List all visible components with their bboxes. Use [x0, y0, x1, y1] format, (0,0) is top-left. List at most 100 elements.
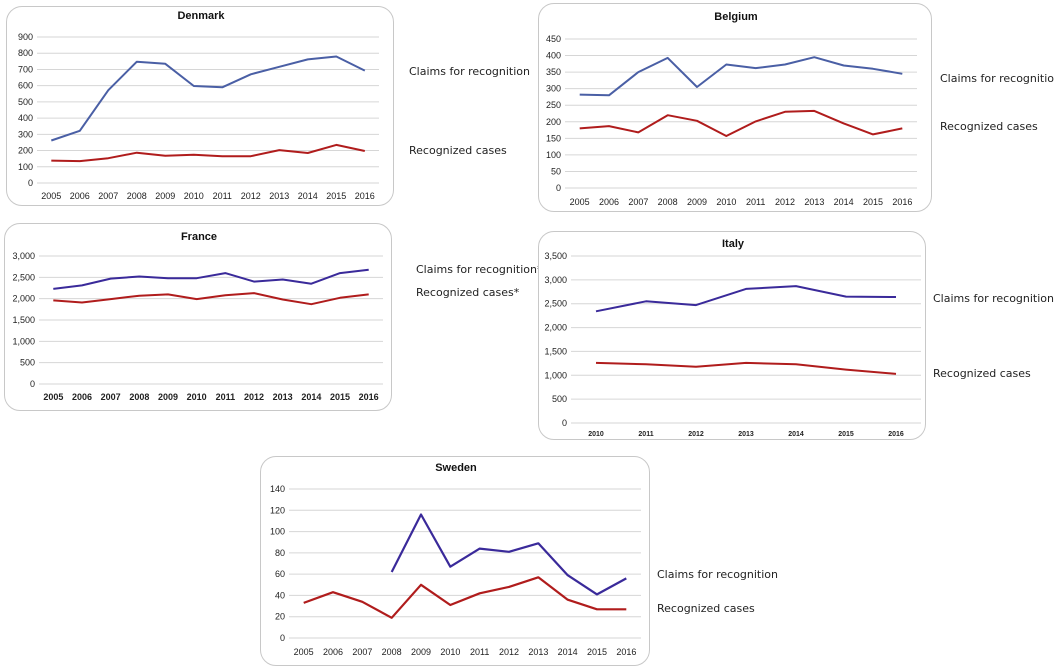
france-y-tick-label: 3,000: [12, 251, 35, 261]
italy-legend-recognized: Recognized cases: [933, 367, 1031, 380]
belgium-y-tick-label: 400: [546, 51, 561, 61]
italy-x-tick-label: 2011: [638, 431, 653, 438]
italy-y-tick-label: 500: [552, 394, 567, 404]
belgium-y-tick-label: 0: [556, 183, 561, 193]
belgium-chart: Belgium 0 50 100 150 200 250 300 350 400 450 2005 20…: [546, 11, 917, 207]
denmark-y-tick-label: 400: [18, 113, 33, 123]
denmark-x-tick-label: 2012: [241, 191, 261, 201]
denmark-y-tick-label: 300: [18, 129, 33, 139]
denmark-y-tick-label: 200: [18, 146, 33, 156]
denmark-chart: Denmark 0 100 200 300 400 500 600 700 800 900 2005 2…: [18, 10, 379, 201]
france-x-tick-label: 2011: [216, 392, 236, 402]
sweden-y-tick-label: 120: [270, 505, 285, 515]
sweden-x-tick-label: 2005: [294, 647, 314, 657]
denmark-x-tick-label: 2007: [98, 191, 118, 201]
belgium-x-tick-label: 2016: [892, 197, 912, 207]
sweden-y-tick-label: 40: [275, 590, 285, 600]
italy-x-tick-label: 2014: [788, 431, 804, 438]
france-x-tick-label: 2008: [129, 392, 149, 402]
belgium-x-tick-label: 2007: [628, 197, 648, 207]
denmark-y-tick-label: 600: [18, 81, 33, 91]
italy-x-tick-label: 2012: [688, 431, 704, 438]
sweden-recognized-series-line: [303, 576, 627, 619]
sweden-x-tick-label: 2013: [528, 647, 548, 657]
belgium-y-tick-label: 450: [546, 34, 561, 44]
denmark-x-tick-label: 2014: [298, 191, 318, 201]
france-x-tick-label: 2012: [244, 392, 264, 402]
france-legend-recognized: Recognized cases*: [416, 286, 520, 299]
denmark-y-tick-label: 100: [18, 162, 33, 172]
sweden-x-tick-label: 2007: [352, 647, 372, 657]
belgium-x-tick-label: 2005: [570, 197, 590, 207]
italy-y-tick-label: 3,500: [544, 251, 567, 261]
sweden-y-tick-label: 0: [280, 633, 285, 643]
sweden-legend-recognized: Recognized cases: [657, 602, 755, 615]
chart-panel-sweden: Sweden 0 20 40 60 80 100 120 140 2005 2006 2007 2008…: [260, 456, 650, 666]
belgium-y-tick-label: 300: [546, 84, 561, 94]
belgium-x-tick-label: 2014: [834, 197, 854, 207]
france-y-tick-label: 2,000: [12, 294, 35, 304]
sweden-x-tick-label: 2016: [616, 647, 636, 657]
italy-y-tick-label: 3,000: [544, 275, 567, 285]
denmark-y-tick-label: 700: [18, 64, 33, 74]
france-y-tick-label: 1,000: [12, 336, 35, 346]
belgium-y-tick-label: 200: [546, 117, 561, 127]
chart-panel-italy: Italy 0 500 1,000 1,500 2,000 2,500 3,000 3,500 2…: [538, 231, 926, 440]
italy-legend-claims: Claims for recognition: [933, 292, 1054, 305]
italy-y-tick-label: 2,500: [544, 299, 567, 309]
chart-panel-denmark: Denmark 0 100 200 300 400 500 600 700 800 900 2005 2…: [6, 6, 394, 206]
sweden-chart: Sweden 0 20 40 60 80 100 120 140 2005 2006 2007 2008…: [270, 462, 641, 657]
sweden-y-tick-label: 80: [275, 548, 285, 558]
france-claims-series-line: [53, 268, 369, 290]
belgium-x-tick-label: 2011: [746, 197, 765, 207]
belgium-y-tick-label: 100: [546, 150, 561, 160]
italy-claims-series-line: [595, 285, 897, 313]
italy-x-tick-label: 2015: [838, 431, 854, 438]
belgium-x-tick-label: 2009: [687, 197, 707, 207]
france-y-tick-label: 1,500: [12, 315, 35, 325]
denmark-x-tick-label: 2006: [70, 191, 90, 201]
france-y-tick-label: 2,500: [12, 272, 35, 282]
sweden-x-tick-label: 2006: [323, 647, 343, 657]
belgium-x-tick-label: 2010: [716, 197, 736, 207]
italy-y-tick-label: 1,000: [544, 370, 567, 380]
italy-chart: Italy 0 500 1,000 1,500 2,000 2,500 3,000 3,500 2…: [544, 238, 921, 438]
denmark-x-tick-label: 2005: [41, 191, 61, 201]
denmark-y-tick-label: 0: [28, 178, 33, 188]
france-x-tick-label: 2013: [273, 392, 293, 402]
denmark-claims-series-line: [50, 55, 366, 142]
sweden-legend-claims: Claims for recognition: [657, 568, 779, 581]
belgium-y-tick-label: 250: [546, 100, 561, 110]
denmark-x-tick-label: 2016: [355, 191, 375, 201]
denmark-y-tick-label: 800: [18, 48, 33, 58]
sweden-x-tick-label: 2011: [470, 647, 489, 657]
denmark-y-tick-label: 500: [18, 97, 33, 107]
sweden-y-tick-label: 60: [275, 569, 285, 579]
france-y-tick-label: 500: [20, 358, 35, 368]
denmark-y-tick-label: 900: [18, 32, 33, 42]
sweden-y-tick-label: 20: [275, 612, 285, 622]
france-x-tick-label: 2007: [101, 392, 121, 402]
denmark-chart-title: Denmark: [177, 10, 225, 22]
belgium-recognized-series-line: [579, 109, 903, 137]
sweden-y-tick-label: 100: [270, 527, 285, 537]
denmark-x-tick-label: 2008: [127, 191, 147, 201]
sweden-chart-title: Sweden: [435, 462, 477, 474]
denmark-legend-claims: Claims for recognition: [409, 65, 531, 78]
sweden-x-tick-label: 2012: [499, 647, 519, 657]
sweden-x-tick-label: 2010: [440, 647, 460, 657]
italy-chart-title: Italy: [722, 238, 745, 250]
france-x-tick-label: 2006: [72, 392, 92, 402]
italy-recognized-series-line: [595, 361, 897, 375]
sweden-x-tick-label: 2015: [587, 647, 607, 657]
chart-panel-france: France 0 500 1,000 1,500 2,000 2,500 3,000 2005 2…: [4, 223, 392, 411]
italy-y-tick-label: 2,000: [544, 323, 567, 333]
denmark-legend-recognized: Recognized cases: [409, 144, 507, 157]
france-x-tick-label: 2009: [158, 392, 178, 402]
belgium-legend-recognized: Recognized cases: [940, 120, 1038, 133]
italy-y-tick-label: 1,500: [544, 346, 567, 356]
sweden-x-tick-label: 2014: [558, 647, 578, 657]
france-chart-title: France: [181, 231, 217, 243]
sweden-y-tick-label: 140: [270, 484, 285, 494]
denmark-recognized-series-line: [51, 143, 366, 163]
